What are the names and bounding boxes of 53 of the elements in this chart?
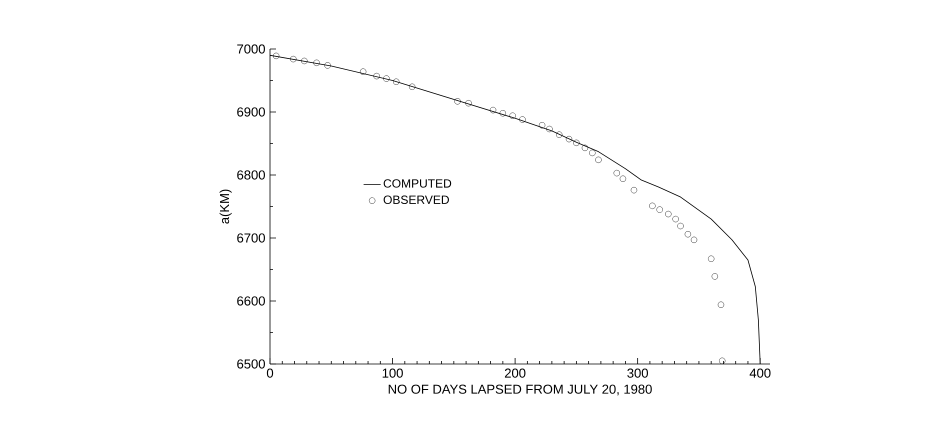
point — [538, 122, 546, 128]
y-tick-label: 6600 — [237, 296, 265, 306]
point — [566, 136, 572, 142]
point — [719, 358, 726, 364]
point — [665, 210, 672, 218]
point — [614, 170, 620, 176]
point — [708, 256, 714, 262]
point — [712, 273, 718, 280]
y-tick-label: 6700 — [237, 233, 265, 243]
point — [589, 150, 596, 156]
point — [677, 222, 684, 230]
point — [383, 75, 390, 82]
point — [556, 131, 562, 138]
x-tick-label: 300 — [627, 368, 648, 378]
point — [454, 98, 461, 104]
y-tick-label: 6800 — [237, 170, 265, 180]
y-axis-title: a(KM) — [220, 190, 232, 224]
point — [373, 72, 380, 80]
point — [324, 62, 331, 69]
point — [546, 126, 553, 132]
legend-label: COMPUTED — [384, 179, 452, 188]
y-tick-label: 7000 — [237, 44, 265, 54]
point — [272, 52, 280, 60]
y-tick-label: 6900 — [237, 107, 265, 117]
x-axis-title: NO OF DAYS LAPSED FROM JULY 20, 1980 — [388, 384, 652, 396]
point — [313, 60, 320, 66]
point — [690, 236, 698, 244]
point — [620, 176, 626, 182]
point — [684, 231, 692, 238]
point — [649, 202, 656, 210]
point — [490, 106, 496, 114]
point — [465, 100, 472, 106]
point — [408, 84, 416, 90]
point — [656, 206, 663, 213]
point — [500, 110, 506, 116]
point — [509, 112, 516, 119]
point — [672, 216, 679, 222]
x-tick-label: 0 — [266, 368, 274, 378]
x-tick-label: 200 — [504, 368, 526, 378]
point — [573, 140, 580, 146]
x-tick-label: 100 — [382, 368, 403, 378]
point — [582, 144, 588, 152]
point — [301, 58, 308, 64]
legend-label: OBSERVED — [384, 196, 449, 204]
point — [718, 302, 724, 308]
x-tick-label: 400 — [750, 368, 771, 378]
point — [360, 68, 366, 75]
point — [290, 56, 296, 62]
point — [595, 156, 602, 164]
y-tick-label: 6500 — [237, 359, 265, 369]
point — [630, 186, 638, 194]
point — [393, 78, 400, 85]
point — [519, 116, 526, 123]
